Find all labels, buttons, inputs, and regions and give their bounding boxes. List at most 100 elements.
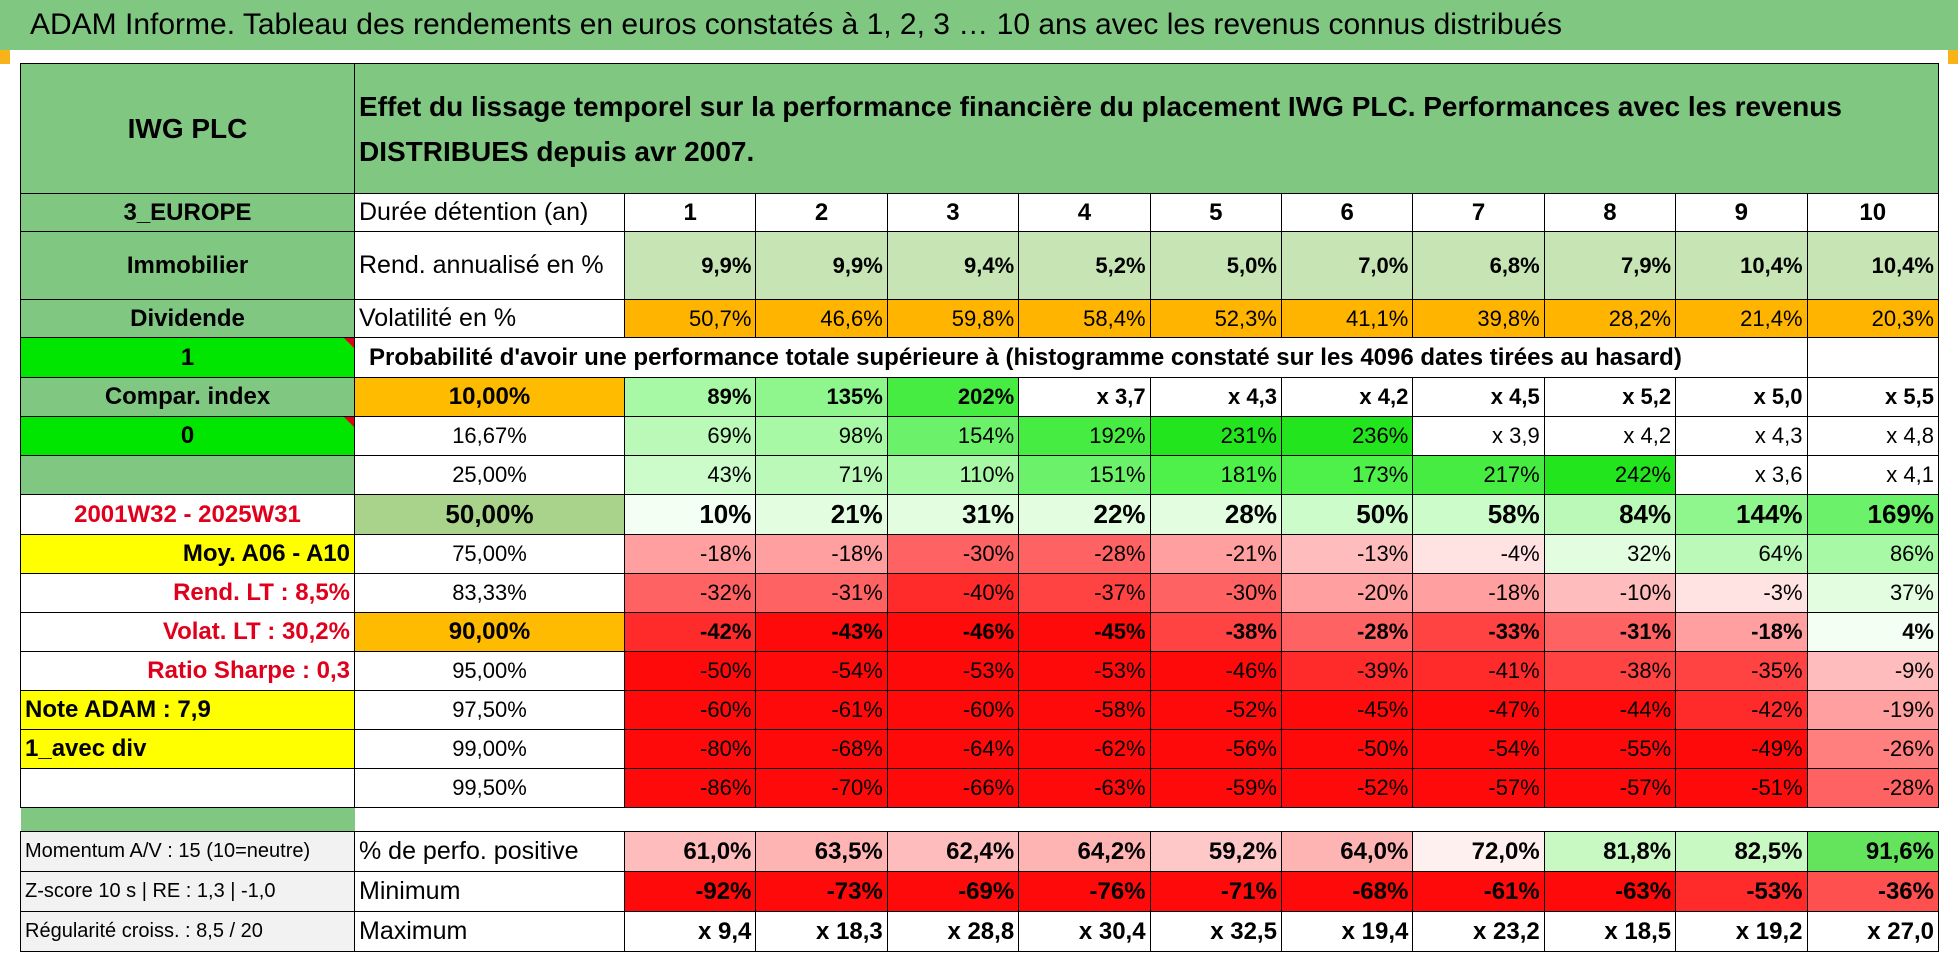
maximum-value: x 30,4 [1018, 911, 1151, 952]
probability-cell: -31% [755, 573, 888, 613]
probability-cell: 89% [623, 377, 757, 417]
annualized-return-value: 5,2% [1018, 231, 1151, 300]
probability-cell: -57% [1543, 768, 1677, 808]
empty-left-cell [20, 455, 355, 495]
probability-cell: -41% [1412, 651, 1545, 691]
probability-cell: -44% [1543, 690, 1677, 730]
probability-cell: 192% [1018, 416, 1151, 456]
quantile-label: 75,00% [354, 534, 625, 574]
probability-cell: -40% [886, 573, 1020, 613]
minimum-value: -92% [623, 871, 757, 912]
annualized-return-value: 6,8% [1412, 231, 1545, 300]
probability-cell: x 3,9 [1412, 416, 1545, 456]
year-header-8: 8 [1543, 193, 1677, 232]
quantile-label: 25,00% [354, 455, 625, 495]
year-header-5: 5 [1149, 193, 1282, 232]
probability-cell: 110% [886, 455, 1020, 495]
maximum-value: x 23,2 [1412, 911, 1545, 952]
table-row: Note ADAM : 7,9 97,50% -60% -61% -60% -58% -52… [20, 690, 1939, 730]
probability-cell: 69% [623, 416, 757, 456]
annualized-return-value: 10,4% [1806, 231, 1939, 300]
probability-cell: x 4,1 [1806, 455, 1939, 495]
probability-cell: -50% [1280, 729, 1414, 769]
left-edge-marker [0, 50, 10, 64]
year-header-7: 7 [1412, 193, 1545, 232]
year-header-10: 10 [1806, 193, 1939, 232]
probability-cell: -9% [1806, 651, 1939, 691]
probability-cell: -18% [755, 534, 888, 574]
probability-cell: -64% [886, 729, 1020, 769]
volatility-value: 39,8% [1412, 299, 1545, 338]
minimum-value: -36% [1806, 871, 1939, 912]
probability-cell: -21% [1149, 534, 1282, 574]
annualized-return-label: Rend. annualisé en % [354, 231, 625, 300]
probability-cell: 236% [1280, 416, 1414, 456]
maximum-value: x 9,4 [623, 911, 757, 952]
positive-performance-value: 63,5% [755, 831, 888, 872]
annualized-return-value: 5,0% [1149, 231, 1282, 300]
probability-cell: 22% [1018, 494, 1151, 535]
minimum-value: -68% [1280, 871, 1414, 912]
probability-cell: 154% [886, 416, 1020, 456]
volatility-value: 46,6% [755, 299, 888, 338]
probability-cell: -43% [755, 612, 888, 652]
maximum-value: x 19,4 [1280, 911, 1414, 952]
probability-cell: -60% [623, 690, 757, 730]
probability-cell: 144% [1675, 494, 1808, 535]
probability-cell: -28% [1806, 768, 1939, 808]
probability-cell: -52% [1280, 768, 1414, 808]
positive-performance-value: 64,0% [1280, 831, 1414, 872]
probability-cell: 217% [1412, 455, 1545, 495]
probability-cell: 4% [1806, 612, 1939, 652]
probability-cell: -66% [886, 768, 1020, 808]
table-row: 25,00% 43% 71% 110% 151% 181% 173% 217% 242% x 3,… [20, 455, 1939, 495]
long-term-return: Rend. LT : 8,5% [20, 573, 355, 613]
positive-performance-value: 62,4% [886, 831, 1020, 872]
probability-cell: -63% [1018, 768, 1151, 808]
probability-cell: -51% [1675, 768, 1808, 808]
minimum-value: -73% [755, 871, 888, 912]
table-row: 99,50% -86% -70% -66% -63% -59% -52% -57% -57% -5… [20, 768, 1939, 808]
year-header-1: 1 [623, 193, 757, 232]
period-label: 2001W32 - 2025W31 [20, 494, 355, 535]
maximum-value: x 18,5 [1543, 911, 1677, 952]
maximum-value: x 19,2 [1675, 911, 1808, 952]
annualized-return-value: 9,9% [755, 231, 888, 300]
holding-duration-label: Durée détention (an) [354, 193, 625, 232]
quantile-label: 97,50% [354, 690, 625, 730]
probability-cell: -28% [1280, 612, 1414, 652]
volatility-value: 50,7% [623, 299, 757, 338]
probability-cell: 181% [1149, 455, 1282, 495]
report-banner: ADAM Informe. Tableau des rendements en … [0, 0, 1958, 50]
positive-performance-value: 61,0% [623, 831, 757, 872]
probability-cell: -42% [1675, 690, 1808, 730]
minimum-value: -69% [886, 871, 1020, 912]
annualized-return-value: 10,4% [1675, 231, 1808, 300]
positive-performance-value: 82,5% [1675, 831, 1808, 872]
positive-performance-value: 72,0% [1412, 831, 1545, 872]
probability-cell: -58% [1018, 690, 1151, 730]
region-label: 3_EUROPE [20, 193, 355, 232]
probability-cell: x 5,5 [1806, 377, 1939, 417]
probability-cell: 231% [1149, 416, 1282, 456]
positive-performance-value: 91,6% [1806, 831, 1939, 872]
table-title: Effet du lissage temporel sur la perform… [354, 63, 1939, 194]
probability-cell: -46% [1149, 651, 1282, 691]
probability-cell: -68% [755, 729, 888, 769]
asset-name: IWG PLC [20, 63, 355, 194]
probability-cell: x 4,3 [1149, 377, 1282, 417]
volatility-value: 41,1% [1280, 299, 1414, 338]
volatility-value: 59,8% [886, 299, 1020, 338]
compar-index-label: Compar. index [20, 377, 355, 417]
probability-cell: 31% [886, 494, 1020, 535]
probability-cell: 28% [1149, 494, 1282, 535]
probability-cell: x 5,2 [1543, 377, 1677, 417]
probability-cell: 21% [755, 494, 888, 535]
probability-cell: -52% [1149, 690, 1282, 730]
probability-cell: x 4,2 [1543, 416, 1677, 456]
probability-cell: -46% [886, 612, 1020, 652]
probability-cell: 10% [623, 494, 757, 535]
probability-cell: x 4,8 [1806, 416, 1939, 456]
probability-cell: -45% [1018, 612, 1151, 652]
probability-cell: -10% [1543, 573, 1677, 613]
